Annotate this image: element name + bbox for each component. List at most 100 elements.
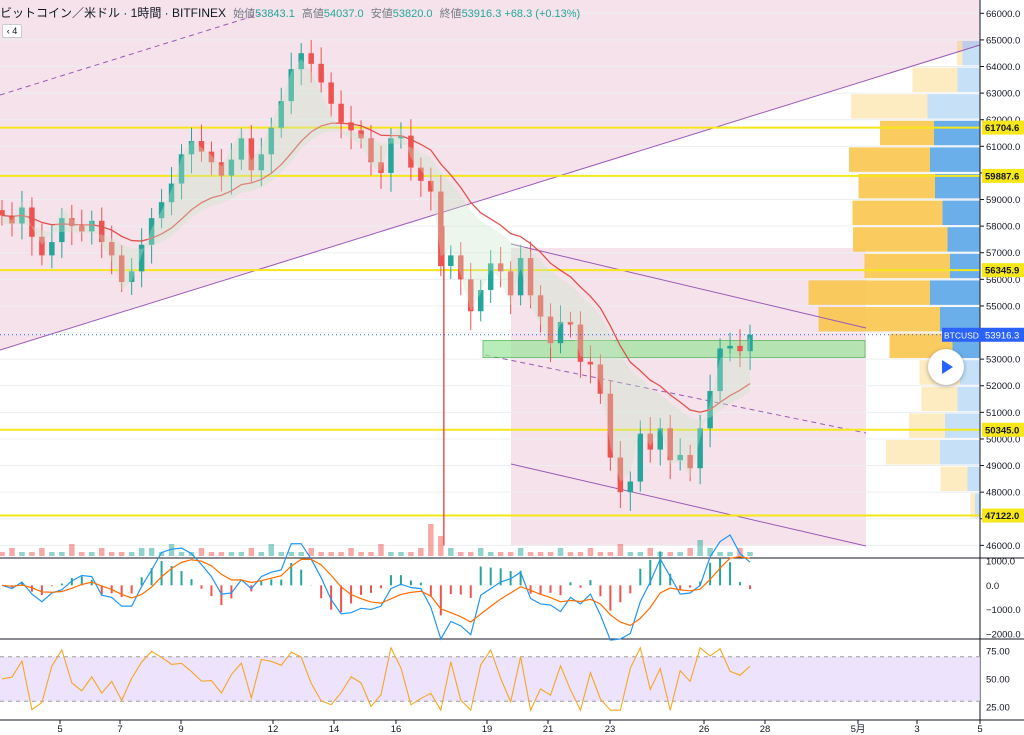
volume-bar-1 <box>9 548 14 556</box>
macd-hist-26 <box>260 581 262 585</box>
macd-hist-61 <box>609 585 611 610</box>
macd-hist-39 <box>390 575 392 585</box>
time-tick-label-13: 5 <box>977 724 982 735</box>
macd-hist-74 <box>739 582 741 585</box>
level-tag-label-4: 47122.0 <box>985 511 1019 522</box>
macd-hist-44 <box>440 585 442 615</box>
macd-line <box>2 535 750 640</box>
price-tick-label-11: 57000.0 <box>986 248 1020 259</box>
vp-down-bar-17 <box>975 493 980 517</box>
candle-body-59 <box>588 362 593 365</box>
vp-up-bar-1 <box>913 68 958 92</box>
macd-hist-62 <box>619 585 621 602</box>
time-tick-label-9: 26 <box>699 724 710 735</box>
volume-bar-64 <box>638 552 643 556</box>
price-tick-label-18: 64000.0 <box>986 62 1020 73</box>
indicator-toggle[interactable]: ‹ 4 <box>2 24 22 38</box>
macd-hist-16 <box>161 561 163 585</box>
volume-bar-63 <box>628 552 633 556</box>
volume-bar-34 <box>338 552 343 556</box>
vp-up-bar-7 <box>853 227 948 251</box>
macd-hist-5 <box>51 585 53 586</box>
vp-down-bar-4 <box>930 147 980 171</box>
price-tick-label-9: 55000.0 <box>986 301 1020 312</box>
macd-hist-27 <box>270 579 272 585</box>
candle-body-5 <box>49 242 54 255</box>
play-icon <box>928 349 964 385</box>
macd-hist-32 <box>320 585 322 598</box>
volume-bar-42 <box>418 548 423 556</box>
volume-bar-30 <box>298 552 303 556</box>
high-label: 高値 <box>302 8 324 20</box>
price-tick-label-3: 49000.0 <box>986 461 1020 472</box>
volume-bar-51 <box>508 552 513 556</box>
macd-hist-43 <box>430 585 432 596</box>
macd-hist-75 <box>749 585 751 589</box>
price-tick-label-5: 51000.0 <box>986 408 1020 419</box>
rsi-band <box>0 657 980 702</box>
volume-bar-47 <box>468 552 473 556</box>
time-tick-label-7: 21 <box>543 724 554 735</box>
macd-hist-72 <box>719 559 721 586</box>
volume-bar-40 <box>398 552 403 556</box>
vp-down-bar-15 <box>940 440 980 464</box>
close-value: 53916.3 <box>462 8 502 20</box>
volume-bar-4 <box>39 548 44 556</box>
macd-hist-49 <box>490 568 492 586</box>
macd-hist-73 <box>729 562 731 585</box>
candle-body-74 <box>737 346 742 351</box>
candle-body-3 <box>29 208 34 237</box>
price-tick-label-12: 58000.0 <box>986 222 1020 233</box>
level-tag-label-2: 56345.9 <box>985 266 1019 277</box>
macd-hist-56 <box>560 585 562 595</box>
change-value: +68.3 (+0.13%) <box>504 8 580 20</box>
volume-bar-61 <box>608 552 613 556</box>
macd-hist-42 <box>420 583 422 586</box>
level-tag-label-3: 50345.0 <box>985 425 1019 436</box>
macd-hist-64 <box>639 569 641 586</box>
time-tick-label-3: 12 <box>268 724 279 735</box>
last-price-symbol: BTCUSD <box>944 330 979 340</box>
replay-play-button[interactable] <box>928 349 964 385</box>
volume-bar-56 <box>558 548 563 556</box>
macd-hist-18 <box>181 571 183 585</box>
volume-bar-6 <box>59 552 64 556</box>
volume-bar-32 <box>318 552 323 556</box>
vp-down-bar-7 <box>948 227 981 251</box>
price-tick-label-17: 63000.0 <box>986 89 1020 100</box>
vp-up-bar-16 <box>941 467 968 491</box>
volume-bar-27 <box>269 544 274 556</box>
macd-hist-4 <box>41 585 43 595</box>
macd-hist-59 <box>589 580 591 585</box>
macd-hist-71 <box>709 563 711 586</box>
volume-bar-49 <box>488 552 493 556</box>
candle-body-45 <box>448 255 453 266</box>
volume-bar-29 <box>288 552 293 556</box>
macd-hist-28 <box>280 580 282 586</box>
volume-bar-68 <box>677 552 682 556</box>
volume-bar-75 <box>747 552 752 556</box>
macd-hist-63 <box>629 585 631 593</box>
vp-down-bar-13 <box>958 387 981 411</box>
volume-bar-70 <box>697 540 702 556</box>
volume-bar-23 <box>229 552 234 556</box>
volume-bar-3 <box>29 552 34 556</box>
macd-tick-label-3: −2000.0 <box>986 630 1021 641</box>
candle-body-63 <box>628 482 633 493</box>
volume-bar-58 <box>578 552 583 556</box>
macd-hist-36 <box>360 585 362 595</box>
volume-bar-69 <box>687 548 692 556</box>
macd-hist-68 <box>679 585 681 589</box>
volume-bar-67 <box>667 552 672 556</box>
vp-down-bar-9 <box>930 280 980 304</box>
macd-hist-34 <box>340 585 342 612</box>
vp-down-bar-14 <box>945 413 980 437</box>
price-tick-label-13: 59000.0 <box>986 195 1020 206</box>
candle-body-32 <box>318 64 323 83</box>
macd-hist-41 <box>410 580 412 585</box>
price-tick-label-20: 66000.0 <box>986 9 1020 20</box>
macd-hist-22 <box>220 585 222 605</box>
volume-bar-18 <box>179 552 184 556</box>
macd-hist-55 <box>550 585 552 592</box>
